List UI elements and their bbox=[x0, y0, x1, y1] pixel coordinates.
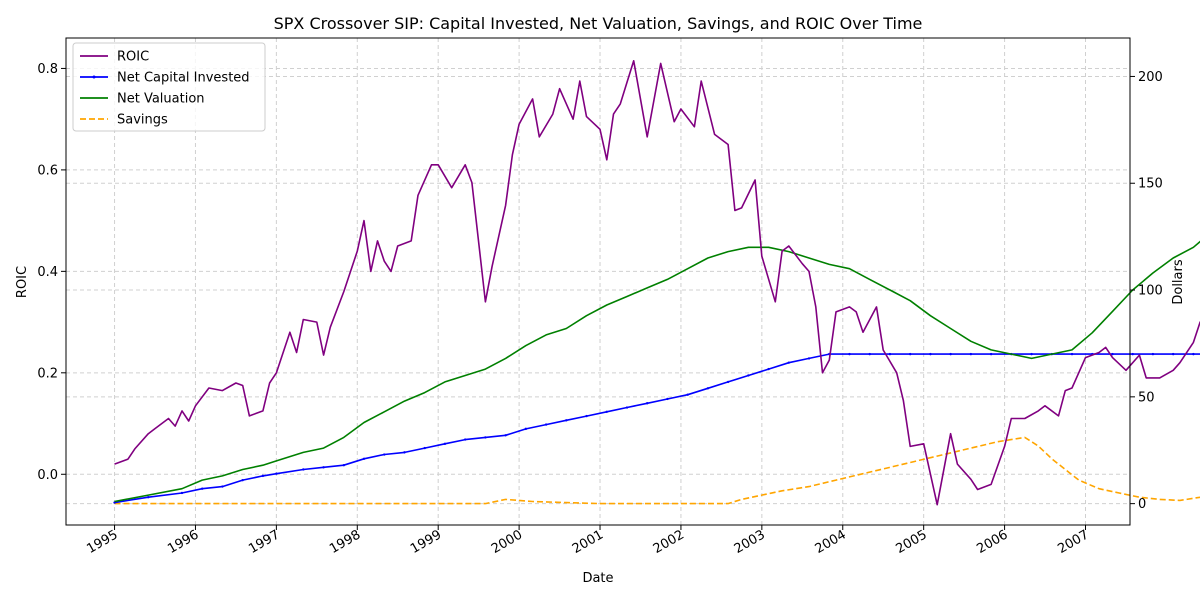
series-point bbox=[261, 474, 265, 478]
x-tick-label: 1995 bbox=[84, 527, 120, 557]
y-right-tick-label: 0 bbox=[1138, 497, 1146, 512]
series-point bbox=[275, 472, 278, 475]
x-tick-label: 1996 bbox=[165, 527, 201, 557]
y-right-tick-label: 200 bbox=[1138, 70, 1163, 85]
series-point bbox=[342, 463, 345, 467]
series-point bbox=[443, 442, 447, 446]
series-point bbox=[1192, 352, 1195, 356]
chart-title: SPX Crossover SIP: Capital Invested, Net… bbox=[274, 14, 923, 33]
series-point bbox=[969, 352, 973, 356]
y-left-tick-label: 0.4 bbox=[37, 265, 58, 280]
x-tick-label: 1998 bbox=[327, 527, 363, 557]
series-point bbox=[241, 478, 244, 482]
series-point bbox=[201, 487, 204, 490]
series-point bbox=[383, 453, 386, 456]
x-tick-label: 2006 bbox=[974, 527, 1010, 557]
series-point bbox=[787, 361, 791, 364]
series-point bbox=[767, 367, 770, 371]
series-point bbox=[807, 357, 811, 360]
x-tick-label: 2002 bbox=[651, 527, 687, 557]
series-point bbox=[504, 434, 507, 437]
series-point bbox=[1111, 352, 1114, 356]
series-point bbox=[302, 468, 305, 471]
x-tick-label: 2007 bbox=[1055, 527, 1091, 557]
series-point bbox=[646, 402, 649, 405]
series-layer bbox=[113, 60, 1200, 506]
y-left-tick-label: 0.0 bbox=[37, 468, 58, 483]
x-tick-label: 2005 bbox=[894, 527, 930, 557]
legend-label: Net Capital Invested bbox=[117, 71, 250, 86]
series-point bbox=[908, 352, 912, 356]
series-point bbox=[929, 352, 932, 356]
series-point bbox=[484, 436, 487, 439]
series-point bbox=[180, 491, 184, 495]
y-axis-right: 0 50 100 150 200 bbox=[1130, 70, 1163, 512]
legend-marker bbox=[92, 75, 96, 79]
y-left-tick-label: 0.2 bbox=[37, 366, 58, 381]
series-point bbox=[362, 457, 366, 460]
series-point bbox=[423, 446, 426, 450]
legend-label: ROIC bbox=[117, 50, 149, 65]
series-line-roic bbox=[114, 60, 1200, 506]
series-point bbox=[949, 352, 952, 356]
series-point bbox=[1151, 352, 1155, 356]
y-right-tick-label: 150 bbox=[1138, 177, 1163, 192]
x-tick-label: 2001 bbox=[570, 527, 606, 557]
x-tick-label: 2004 bbox=[813, 527, 849, 557]
x-axis: 1995 1996 1997 1998 1999 2000 2001 2002 2003 2004… bbox=[84, 525, 1091, 557]
series-point bbox=[1171, 352, 1175, 356]
y-right-tick-label: 100 bbox=[1138, 284, 1163, 299]
series-point bbox=[403, 451, 406, 454]
y-axis-left-title: ROIC bbox=[15, 266, 30, 298]
y-left-tick-label: 0.6 bbox=[37, 163, 58, 178]
series-point bbox=[989, 352, 993, 356]
plot-frame bbox=[65, 37, 1131, 526]
series-point bbox=[322, 466, 325, 469]
series-point bbox=[221, 485, 224, 488]
series-point bbox=[848, 352, 851, 356]
series-point bbox=[888, 352, 892, 356]
series-point bbox=[1131, 352, 1134, 356]
series-line-savings bbox=[114, 436, 1200, 505]
legend-label: Savings bbox=[117, 113, 168, 128]
series-point bbox=[686, 393, 689, 396]
series-point bbox=[463, 438, 467, 441]
legend-label: Net Valuation bbox=[117, 92, 205, 107]
series-point bbox=[726, 380, 730, 384]
y-axis-left: 0.0 0.2 0.4 0.6 0.8 bbox=[37, 62, 66, 483]
x-tick-label: 1997 bbox=[246, 527, 282, 557]
x-tick-label: 1999 bbox=[408, 527, 444, 557]
series-point bbox=[706, 387, 710, 390]
y-left-tick-label: 0.8 bbox=[37, 62, 58, 77]
y-right-tick-label: 50 bbox=[1138, 390, 1155, 405]
y-axis-right-title: Dollars bbox=[1171, 259, 1186, 304]
series-point bbox=[747, 374, 750, 377]
series-point bbox=[666, 397, 669, 401]
series-point bbox=[625, 406, 629, 409]
legend: ROIC Net Capital Invested Net Valuation Sav… bbox=[72, 42, 266, 132]
x-tick-label: 2003 bbox=[732, 527, 768, 557]
legend-box bbox=[72, 42, 266, 132]
series-point bbox=[147, 496, 150, 499]
series-point bbox=[868, 352, 871, 356]
series-point bbox=[1030, 352, 1033, 356]
x-tick-label: 2000 bbox=[489, 527, 525, 557]
series-point bbox=[565, 419, 568, 422]
series-line-net-valuation bbox=[114, 240, 1200, 503]
series-point bbox=[544, 423, 548, 426]
series-point bbox=[524, 427, 528, 431]
series-point bbox=[605, 410, 608, 413]
series-point bbox=[1070, 352, 1074, 356]
series-point bbox=[585, 414, 588, 418]
x-axis-title: Date bbox=[582, 571, 613, 586]
